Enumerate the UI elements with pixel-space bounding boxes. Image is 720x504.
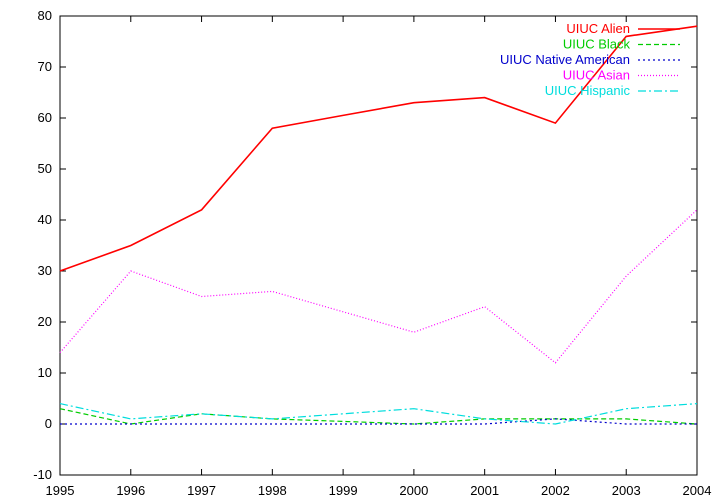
x-tick-label: 1995	[46, 483, 75, 498]
x-tick-label: 1996	[116, 483, 145, 498]
series-lines	[59, 25, 698, 425]
legend-label: UIUC Alien	[566, 21, 630, 36]
x-tick-label: 1998	[258, 483, 287, 498]
x-tick-label: 2003	[612, 483, 641, 498]
y-tick-label: 80	[38, 8, 52, 23]
x-tick-label: 1999	[329, 483, 358, 498]
legend-label: UIUC Asian	[563, 68, 630, 83]
x-tick-label: 2002	[541, 483, 570, 498]
y-tick-label: 50	[38, 161, 52, 176]
y-tick-label: 60	[38, 110, 52, 125]
legend-label: UIUC Native American	[500, 52, 630, 67]
y-tick-label: 70	[38, 59, 52, 74]
y-tick-label: -10	[33, 467, 52, 482]
series-line-uiuc-alien	[59, 25, 698, 272]
legend-label: UIUC Hispanic	[545, 83, 631, 98]
x-tick-label: 1997	[187, 483, 216, 498]
legend-label: UIUC Black	[563, 37, 631, 52]
y-tick-label: 0	[45, 416, 52, 431]
series-line-uiuc-hispanic	[59, 403, 698, 425]
x-tick-label: 2001	[470, 483, 499, 498]
x-tick-label: 2000	[399, 483, 428, 498]
axis-ticks: -10 0 10 20 30 40 50 60 70 80 1995 1996 1997 1998 1999…	[33, 8, 711, 498]
y-tick-label: 30	[38, 263, 52, 278]
plot-frame	[59, 15, 698, 476]
x-tick-label: 2004	[683, 483, 712, 498]
y-tick-label: 40	[38, 212, 52, 227]
y-tick-label: 20	[38, 314, 52, 329]
series-line-uiuc-native-american	[60, 418, 697, 425]
y-tick-label: 10	[38, 365, 52, 380]
series-line-uiuc-black	[59, 408, 698, 425]
